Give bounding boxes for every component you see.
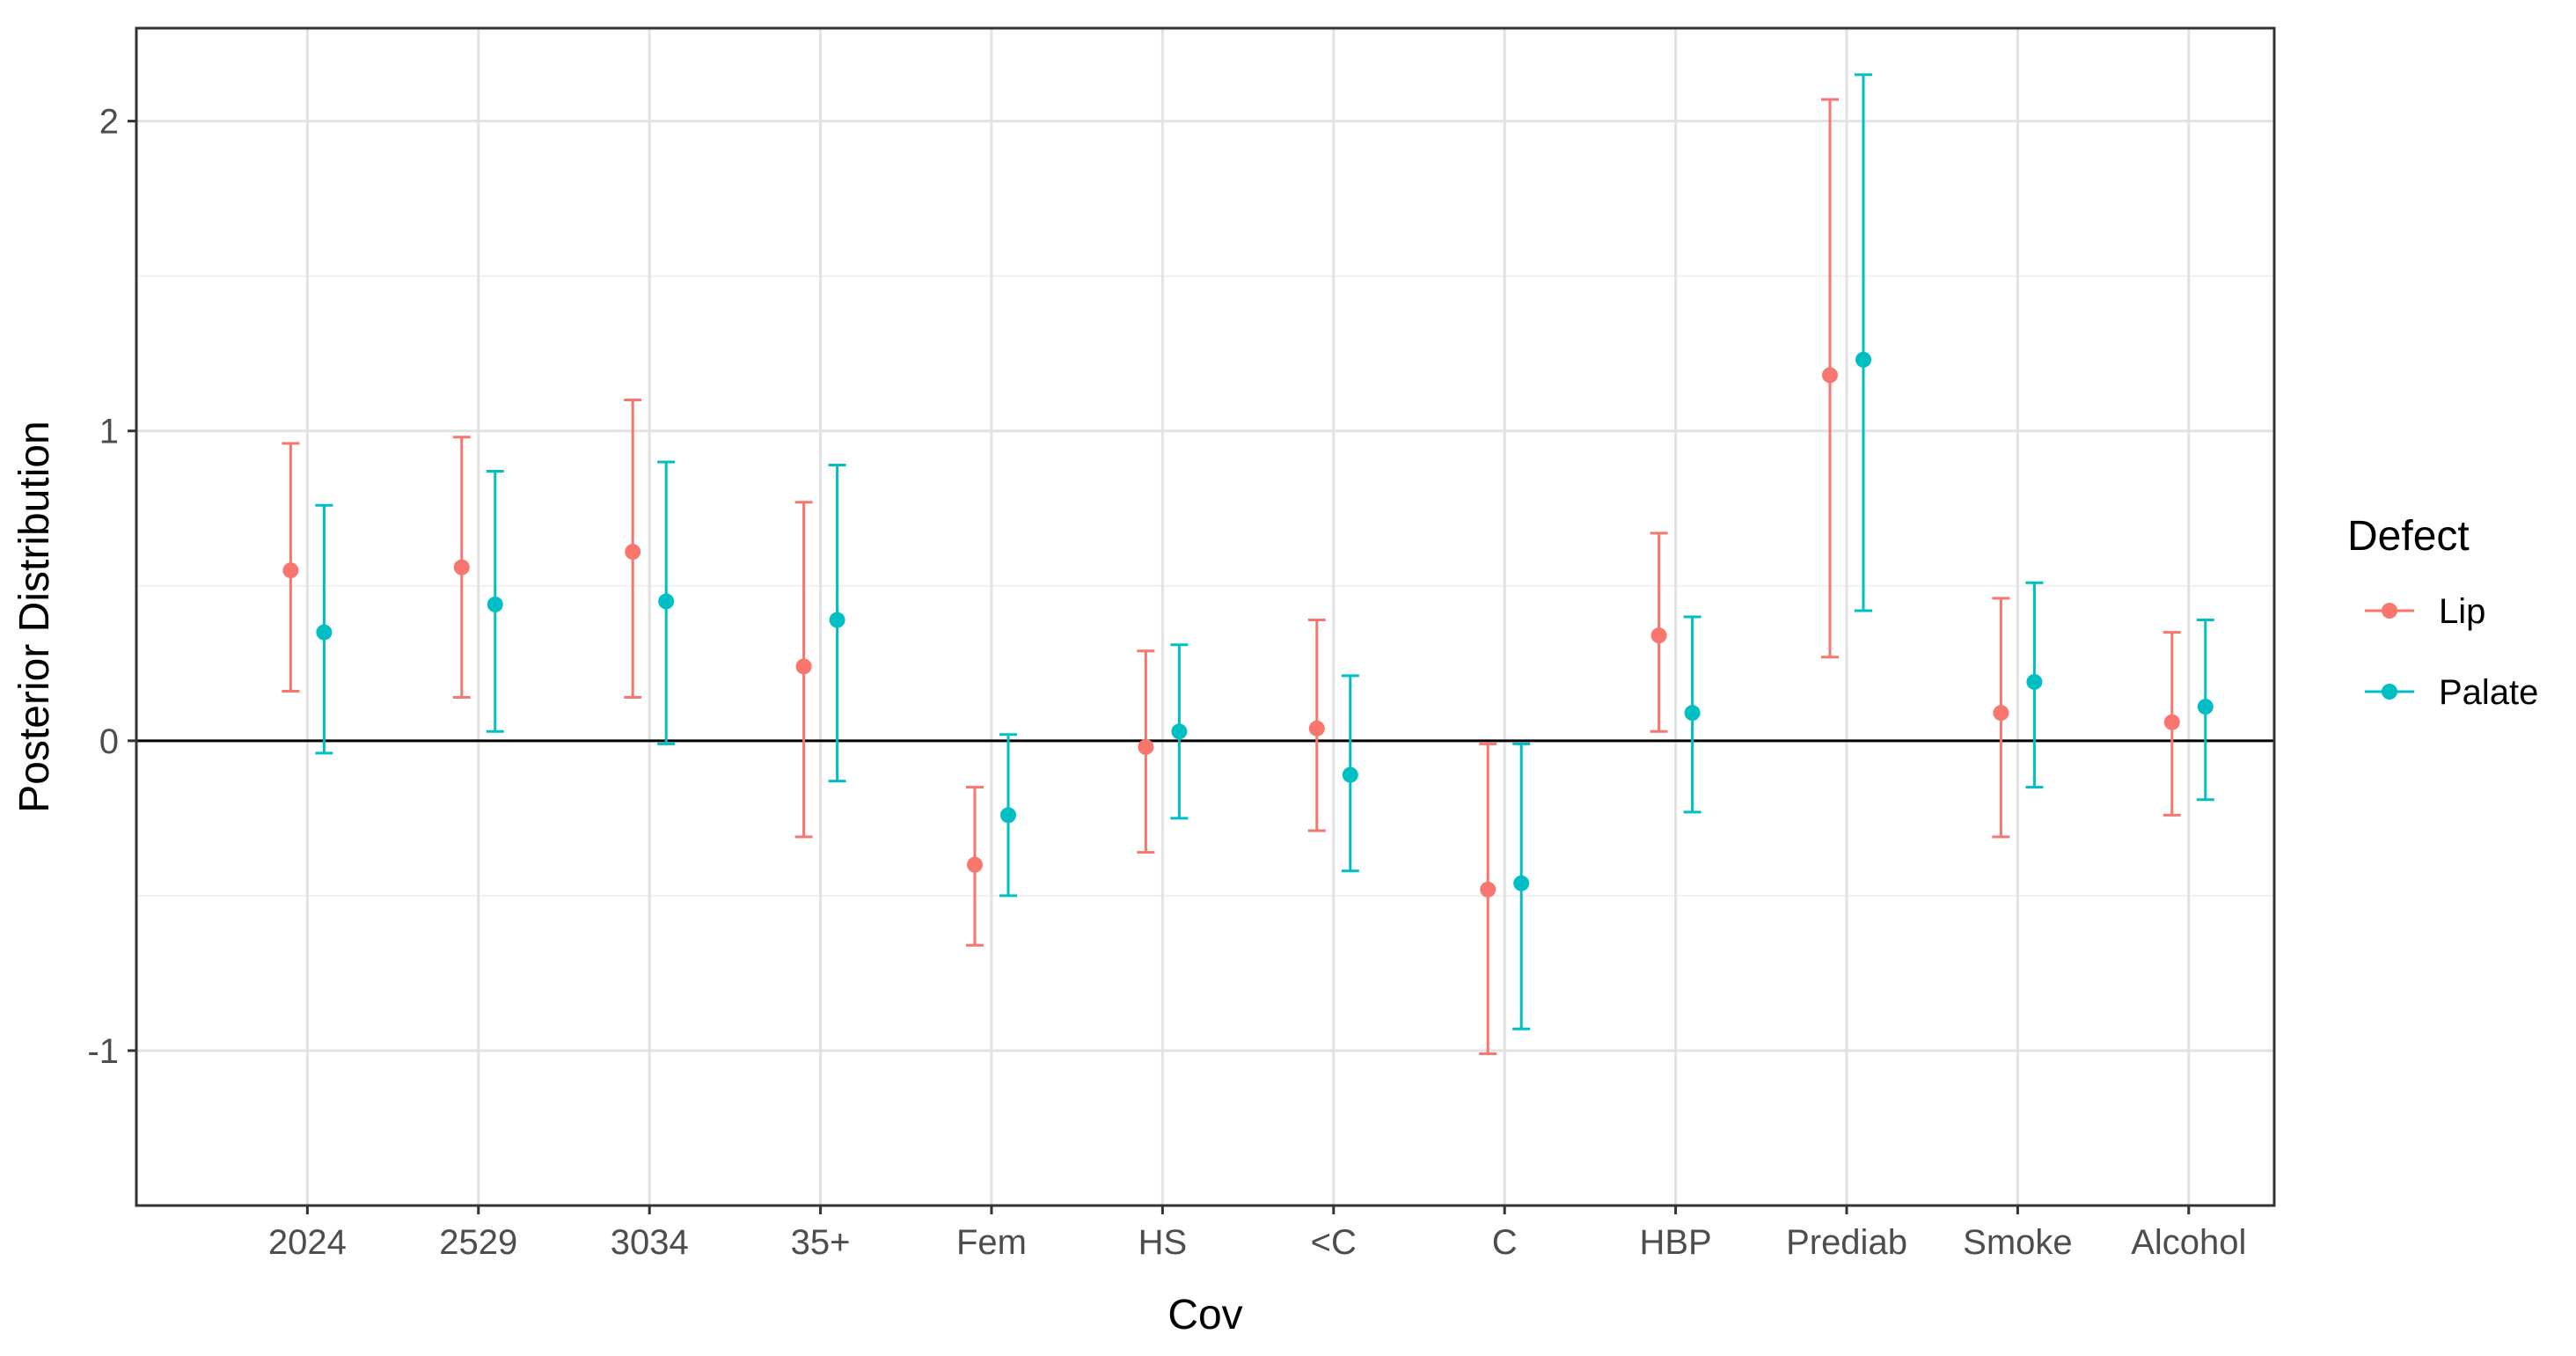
x-tick-label: HBP bbox=[1639, 1223, 1711, 1262]
errorbar-lip-1 bbox=[452, 436, 471, 700]
errorbar-palate-4 bbox=[999, 733, 1017, 898]
point-estimate bbox=[658, 593, 675, 610]
errorbar-palate-9 bbox=[1855, 73, 1872, 612]
point-estimate bbox=[2197, 699, 2214, 715]
errorbar-palate-3 bbox=[828, 463, 846, 783]
legend-item-lip: Lip bbox=[2365, 592, 2485, 631]
errorbar-lip-7 bbox=[1479, 742, 1497, 1055]
point-estimate bbox=[967, 856, 983, 873]
x-tick-label: 3034 bbox=[611, 1223, 689, 1262]
x-tick-label: 35+ bbox=[791, 1223, 851, 1262]
errorbar-lip-2 bbox=[624, 399, 642, 700]
point-estimate bbox=[1684, 705, 1701, 722]
x-tick-label: C bbox=[1492, 1223, 1518, 1262]
point-estimate bbox=[453, 559, 470, 575]
errorbar-palate-2 bbox=[657, 460, 676, 745]
legend-label: Palate bbox=[2439, 673, 2538, 712]
point-estimate bbox=[1480, 881, 1497, 898]
point-estimate bbox=[795, 658, 812, 675]
point-estimate bbox=[282, 562, 299, 579]
point-estimate bbox=[2026, 673, 2043, 690]
errorbar-lip-0 bbox=[282, 442, 300, 693]
errorbar-palate-10 bbox=[2025, 581, 2044, 789]
point-estimate bbox=[829, 612, 845, 628]
legend: Defect Lip Palate bbox=[2347, 513, 2538, 712]
x-tick-label: 2024 bbox=[268, 1223, 347, 1262]
x-tick-label: <C bbox=[1311, 1223, 1357, 1262]
point-estimate bbox=[1000, 807, 1016, 824]
point-estimate bbox=[1993, 705, 2009, 722]
point-estimate bbox=[2163, 714, 2180, 730]
y-tick-label: 2 bbox=[99, 103, 119, 142]
y-tick-label: -1 bbox=[87, 1032, 119, 1071]
point-estimate bbox=[1855, 351, 1871, 368]
errorbar-lip-9 bbox=[1821, 98, 1839, 659]
point-estimate bbox=[625, 544, 641, 561]
legend-key-point bbox=[2382, 684, 2397, 700]
point-estimate bbox=[1513, 875, 1530, 891]
x-tick-label: Smoke bbox=[1963, 1223, 2073, 1262]
errorbar-lip-10 bbox=[1992, 597, 2010, 839]
x-axis-title: Cov bbox=[1167, 1292, 1242, 1338]
x-tick-label: Prediab bbox=[1786, 1223, 1907, 1262]
x-tick-label: Alcohol bbox=[2131, 1223, 2246, 1262]
errorbar-lip-6 bbox=[1307, 619, 1326, 832]
errorbar-palate-1 bbox=[486, 470, 504, 733]
grid-lines bbox=[136, 28, 2274, 1206]
x-tick-label: Fem bbox=[956, 1223, 1027, 1262]
errorbar-lip-11 bbox=[2163, 631, 2181, 817]
point-estimate bbox=[1822, 367, 1838, 384]
legend-label: Lip bbox=[2439, 592, 2485, 631]
y-axis-ticks: -1 0 1 2 bbox=[87, 103, 136, 1071]
point-estimate bbox=[487, 596, 503, 612]
point-estimate bbox=[1342, 766, 1358, 783]
point-estimate bbox=[1308, 720, 1325, 737]
legend-item-palate: Palate bbox=[2365, 673, 2538, 712]
error-bar-marks bbox=[282, 73, 2214, 1055]
point-estimate bbox=[1138, 738, 1154, 755]
errorbar-lip-5 bbox=[1137, 649, 1155, 854]
x-tick-label: 2529 bbox=[439, 1223, 517, 1262]
series-lip bbox=[282, 98, 2181, 1055]
panel-border bbox=[135, 26, 2276, 1207]
legend-key-point bbox=[2382, 603, 2397, 619]
errorbar-lip-8 bbox=[1650, 531, 1668, 733]
errorbar-palate-6 bbox=[1341, 674, 1359, 873]
x-axis-ticks: 2024 2529 3034 35+ Fem HS <C C HBP Prediab Smoke Al… bbox=[268, 1206, 2246, 1262]
y-tick-label: 1 bbox=[99, 413, 119, 451]
errorbar-palate-7 bbox=[1512, 742, 1531, 1030]
x-tick-label: HS bbox=[1138, 1223, 1188, 1262]
errorbar-lip-3 bbox=[794, 501, 813, 839]
errorbar-palate-11 bbox=[2196, 619, 2214, 802]
errorbar-lip-4 bbox=[966, 786, 984, 947]
y-axis-title: Posterior Distribution bbox=[11, 421, 58, 813]
series-palate bbox=[315, 73, 2214, 1030]
errorbar-palate-5 bbox=[1170, 643, 1189, 820]
point-estimate bbox=[316, 624, 333, 641]
errorbar-palate-8 bbox=[1683, 615, 1701, 814]
point-estimate bbox=[1171, 723, 1188, 740]
legend-title: Defect bbox=[2347, 513, 2470, 560]
y-tick-label: 0 bbox=[99, 722, 119, 761]
point-estimate bbox=[1650, 627, 1667, 644]
errorbar-palate-0 bbox=[315, 503, 333, 755]
